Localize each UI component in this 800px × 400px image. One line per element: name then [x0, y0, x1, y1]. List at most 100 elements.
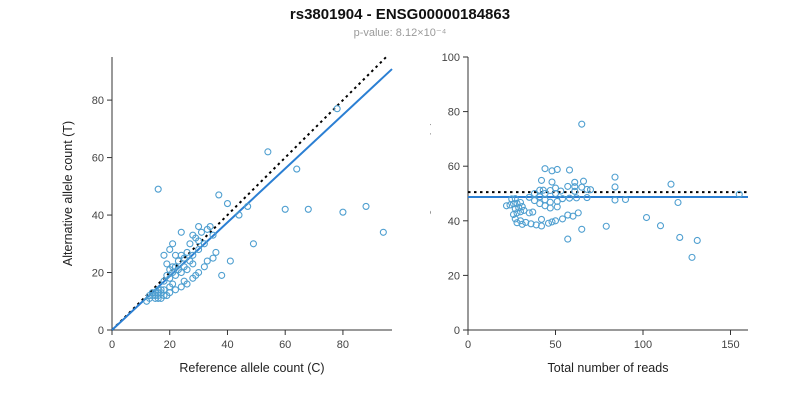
data-point	[546, 204, 554, 212]
data-point	[530, 189, 539, 198]
data-point	[379, 228, 387, 236]
data-point	[532, 221, 540, 229]
y-tick-label: 20	[92, 268, 104, 280]
x-tick-label: 60	[279, 339, 291, 351]
data-point	[537, 215, 546, 223]
data-point	[249, 240, 257, 248]
data-point	[226, 257, 234, 265]
data-point	[166, 245, 174, 254]
percentage-vs-reads-scatter-plot: 0 50 100 150 0 20 40 60 80 100 Total number of rea…	[430, 52, 748, 375]
data-point	[676, 233, 684, 242]
data-point	[183, 266, 191, 274]
data-point	[553, 165, 561, 174]
data-point	[511, 195, 519, 203]
data-point	[583, 194, 591, 202]
data-point	[529, 208, 537, 216]
data-point	[215, 191, 223, 199]
data-point	[564, 211, 572, 219]
data-point	[571, 183, 579, 191]
data-point	[209, 254, 217, 262]
data-point	[564, 235, 572, 243]
y-tick-label: 0	[98, 325, 104, 337]
data-point	[674, 198, 682, 207]
data-point	[339, 208, 347, 216]
data-point	[536, 193, 544, 201]
identity-line	[111, 56, 387, 331]
data-point	[171, 286, 180, 294]
data-point	[235, 211, 243, 219]
data-point	[333, 105, 341, 113]
data-point	[177, 228, 185, 236]
data-point	[546, 198, 554, 206]
y-tick-label: 40	[448, 216, 460, 228]
data-point	[518, 203, 526, 211]
data-point	[183, 248, 191, 256]
data-point	[569, 212, 577, 220]
y-axis-label: Percentage alternative (T)	[430, 121, 431, 266]
data-point	[688, 253, 696, 261]
chart-header: rs3801904 - ENSG00000184863 p-value: 8.1…	[0, 6, 800, 39]
data-point	[264, 148, 272, 156]
data-point	[293, 165, 301, 173]
x-tick-label: 50	[549, 339, 561, 351]
data-point	[536, 186, 544, 194]
x-tick-label: 80	[337, 339, 349, 351]
y-tick-label: 40	[92, 210, 104, 222]
data-point	[189, 251, 197, 259]
y-tick-label: 100	[442, 52, 460, 64]
data-point	[195, 268, 203, 277]
allele-counts-scatter-plot: 0 20 40 60 80 0 20 40 60 80 Reference allele count…	[61, 56, 393, 375]
data-point	[189, 260, 197, 268]
x-tick-label: 150	[721, 339, 739, 351]
regression-line	[111, 68, 393, 331]
data-point	[735, 190, 743, 198]
data-point	[304, 205, 312, 213]
x-axis-label: Reference allele count (C)	[179, 361, 324, 375]
x-tick-label: 0	[465, 339, 471, 351]
data-point	[578, 225, 586, 233]
x-tick-label: 0	[109, 339, 115, 351]
data-point	[656, 222, 665, 230]
data-point	[160, 277, 168, 285]
data-point	[513, 199, 521, 207]
data-point	[611, 173, 619, 181]
data-point	[602, 222, 610, 230]
data-point	[163, 260, 171, 268]
data-point	[157, 286, 165, 294]
data-point	[586, 186, 595, 194]
data-point	[518, 220, 526, 228]
data-point	[551, 217, 560, 225]
data-point	[180, 254, 188, 262]
data-point	[160, 286, 168, 294]
data-point	[583, 185, 591, 193]
data-point	[621, 195, 630, 204]
data-point	[564, 182, 572, 190]
data-point	[541, 165, 549, 173]
data-point	[154, 185, 162, 193]
data-point	[642, 213, 651, 222]
data-point	[693, 236, 701, 245]
data-point	[516, 198, 525, 207]
data-point	[171, 251, 180, 259]
data-point	[571, 187, 579, 195]
data-point	[565, 194, 574, 202]
y-tick-label: 20	[448, 270, 460, 282]
data-point	[548, 178, 556, 186]
data-point	[362, 202, 370, 210]
data-point	[611, 196, 619, 204]
data-point	[579, 177, 588, 185]
data-point	[508, 195, 516, 203]
data-point	[537, 222, 546, 230]
data-point	[169, 240, 177, 248]
data-point	[544, 219, 553, 227]
data-point	[200, 240, 208, 248]
data-point	[174, 257, 182, 265]
data-point	[209, 231, 217, 239]
data-point	[572, 194, 581, 202]
data-point	[281, 205, 289, 213]
data-point	[578, 120, 586, 128]
data-point	[558, 195, 567, 203]
data-point	[525, 193, 533, 201]
y-tick-label: 80	[448, 107, 460, 119]
y-tick-label: 80	[92, 95, 104, 107]
